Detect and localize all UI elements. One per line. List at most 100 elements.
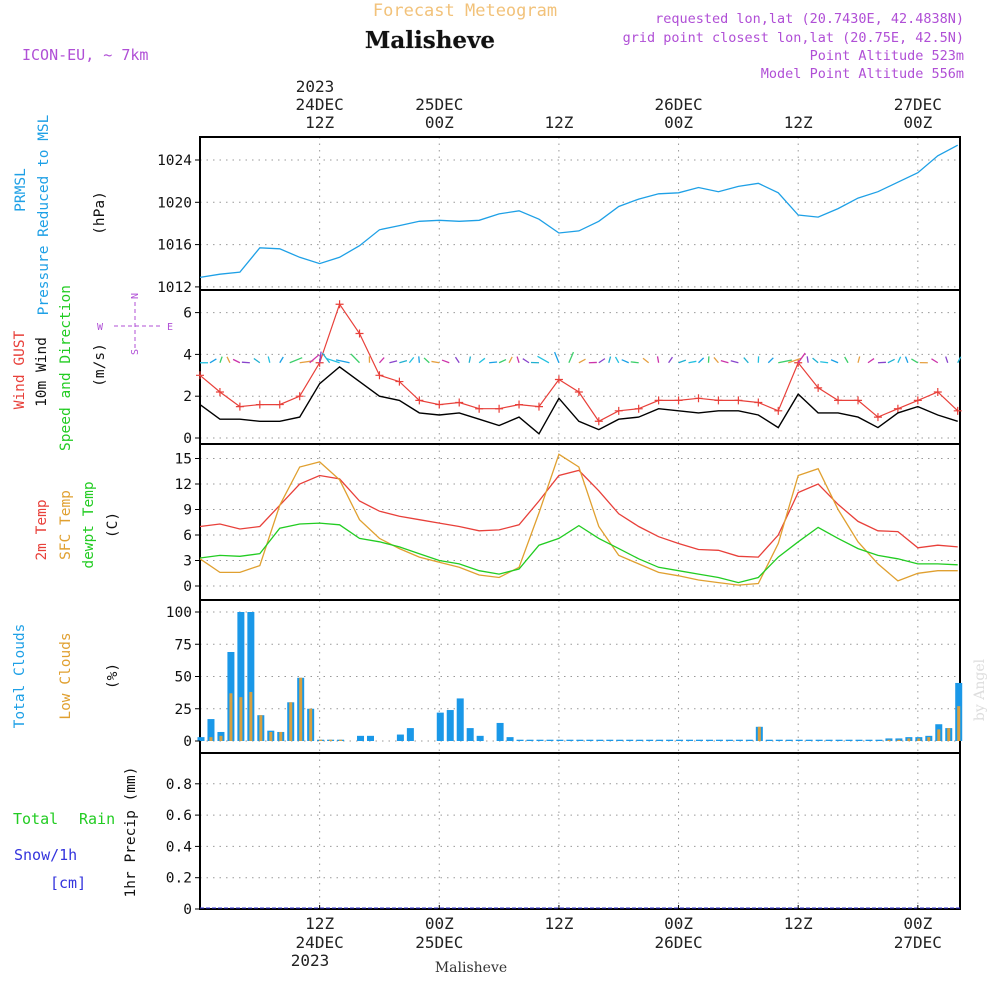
wind-arrow <box>318 351 322 363</box>
gust-marker <box>913 396 922 405</box>
total-cloud-bar <box>536 739 544 741</box>
total-cloud-bar <box>506 737 514 741</box>
wind-arrow <box>468 356 472 363</box>
low-cloud-bar <box>887 739 891 741</box>
gust-marker <box>415 396 424 405</box>
low-cloud-bar <box>289 702 293 741</box>
top-time-label: 12Z <box>544 113 573 132</box>
temp-sfc-label: SFC Temp <box>58 490 74 560</box>
y-tick-label: 1020 <box>157 195 192 211</box>
total-cloud-bar <box>666 739 674 741</box>
wind-arrow <box>508 356 513 364</box>
pressure-panel <box>199 144 959 279</box>
total-cloud-bar <box>247 612 255 741</box>
total-cloud-bar <box>406 728 414 741</box>
precip-labels: Total Rain Snow/1h [cm] 1hr Precip (mm) <box>13 767 139 898</box>
total-cloud-bar <box>646 739 654 741</box>
gust-marker <box>375 371 384 380</box>
low-cloud-bar <box>937 729 941 741</box>
total-cloud-bar <box>735 739 743 741</box>
wind-gust-label: Wind GUST <box>12 330 28 409</box>
total-cloud-bar <box>546 739 554 741</box>
total-cloud-bar <box>626 739 634 741</box>
total-cloud-bar <box>456 698 464 741</box>
low-clouds-label: Low Clouds <box>58 632 74 719</box>
total-cloud-bar <box>566 739 574 741</box>
total-cloud-bar <box>357 735 365 741</box>
wind-arrow <box>698 357 705 364</box>
low-cloud-bar <box>757 726 761 741</box>
total-cloud-bar <box>516 739 524 741</box>
temp-2m-line <box>199 469 958 558</box>
wind-arrow <box>553 351 560 364</box>
gust-marker <box>734 396 743 405</box>
y-tick-label: 0.6 <box>166 808 192 824</box>
credit-watermark: by Angel <box>972 658 988 721</box>
wind-arrow <box>399 359 408 364</box>
wind-arrow <box>688 360 697 364</box>
total-cloud-bar <box>476 735 484 741</box>
low-cloud-bar <box>329 739 333 741</box>
total-cloud-bar <box>576 739 584 741</box>
top-time-label: 00Z <box>903 113 932 132</box>
top-date-label: 24DEC <box>296 95 344 114</box>
total-cloud-bar <box>725 739 733 741</box>
low-cloud-bar <box>279 731 283 741</box>
wind-arrow <box>608 356 612 363</box>
low-cloud-bar <box>907 738 911 741</box>
y-tick-label: 0.8 <box>166 777 192 793</box>
total-cloud-bar <box>466 728 474 741</box>
cloud-unit-label: (%) <box>105 663 121 689</box>
low-cloud-bar <box>249 691 253 741</box>
total-cloud-bar <box>875 739 883 741</box>
y-axes: 1012 1016 1020 1024 0 2 4 6 0 3 6 9 12 15 0 25 50 75 100 0 0… <box>157 153 200 918</box>
temp-2m-label: 2m Temp <box>34 499 50 560</box>
y-tick-label: 100 <box>166 605 192 621</box>
panel-frame <box>199 752 961 910</box>
total-cloud-bar <box>366 735 374 741</box>
total-cloud-bar <box>676 739 684 741</box>
total-cloud-bar <box>446 710 454 741</box>
gust-marker <box>335 300 344 309</box>
temp-dewpt-label: dewpt Temp <box>81 481 97 568</box>
grid-lines <box>200 137 960 909</box>
low-cloud-bar <box>927 737 931 741</box>
gust-marker <box>574 388 583 397</box>
y-tick-label: 1024 <box>157 153 192 169</box>
low-cloud-bar <box>269 731 273 741</box>
wind-arrow <box>408 356 415 364</box>
wind-arrow <box>267 356 271 363</box>
wind-arrow <box>614 356 620 364</box>
gust-marker <box>714 396 723 405</box>
low-cloud-bar <box>917 738 921 741</box>
pressure-labels: PRMSL Pressure Reduced to MSL (hPa) <box>13 114 108 315</box>
gust-marker <box>295 392 304 401</box>
total-cloud-bar <box>795 739 803 741</box>
prmsl-line <box>199 144 959 279</box>
total-cloud-bar <box>775 739 783 741</box>
cloud-panel <box>197 612 963 741</box>
prmsl-label: PRMSL <box>13 168 29 212</box>
y-tick-label: 75 <box>175 637 192 653</box>
total-cloud-bar <box>835 739 843 741</box>
low-cloud-bar <box>309 708 313 741</box>
pressure-unit-label: (hPa) <box>92 191 108 235</box>
total-cloud-bar <box>556 739 564 741</box>
wind-arrow <box>441 359 450 364</box>
wind-10m-line <box>199 366 958 435</box>
wind-arrow <box>219 356 223 363</box>
total-cloud-bar <box>805 739 813 741</box>
gust-marker <box>435 400 444 409</box>
total-cloud-bar <box>765 739 773 741</box>
compass-e: E <box>167 322 173 333</box>
wind-arrow <box>897 356 902 364</box>
grid-point-coords: grid point closest lon,lat (20.75E, 42.5… <box>623 30 964 46</box>
wind-arrow <box>656 356 660 363</box>
y-tick-label: 1012 <box>157 280 192 296</box>
cloud-labels: Total Clouds Low Clouds (%) <box>12 624 121 729</box>
y-tick-label: 4 <box>183 347 192 363</box>
total-cloud-bar <box>197 737 205 741</box>
compass-s: S <box>130 349 141 355</box>
wind-10m-label: 10m Wind <box>34 337 50 407</box>
